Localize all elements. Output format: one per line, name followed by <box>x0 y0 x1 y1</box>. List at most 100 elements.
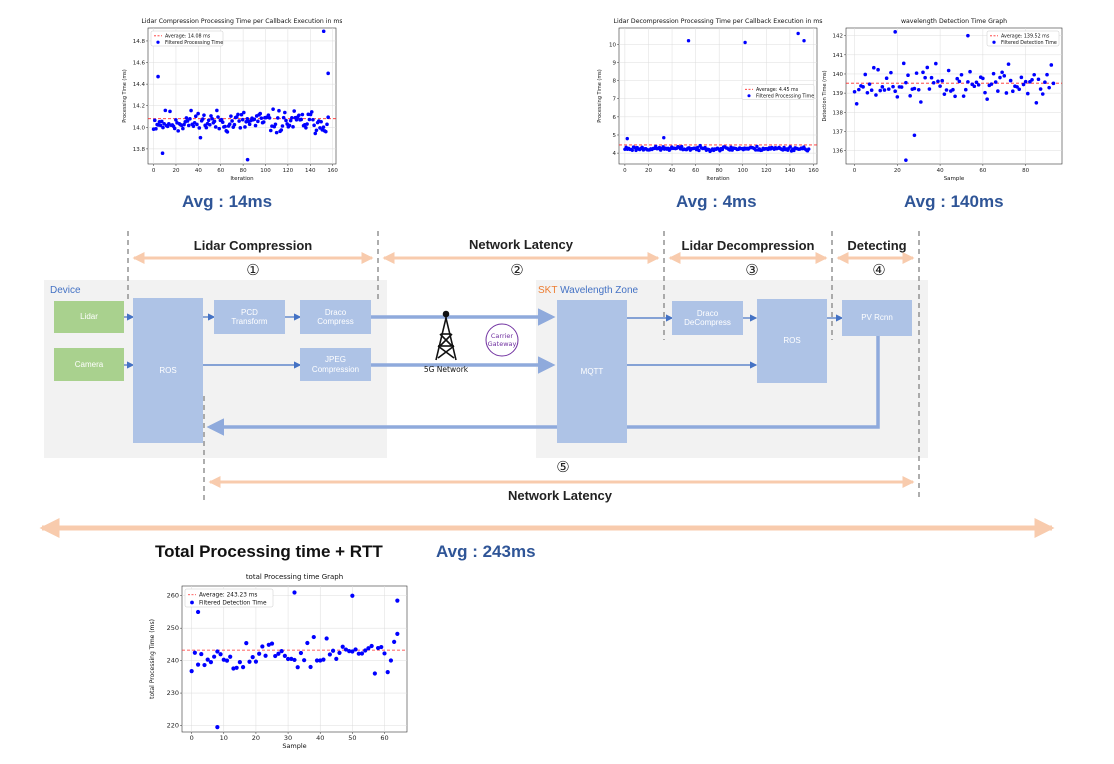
data-point <box>290 116 294 120</box>
data-point <box>983 90 987 95</box>
data-point <box>996 89 1000 93</box>
data-point <box>181 126 185 131</box>
data-point <box>959 73 964 77</box>
data-point <box>957 79 962 84</box>
data-point <box>388 658 394 663</box>
data-point <box>152 118 157 123</box>
chart-title: Lidar Compression Processing Time per Ca… <box>141 18 342 25</box>
network-label: 5G Network <box>424 365 469 374</box>
y-tick-label: 14.8 <box>133 39 146 45</box>
x-tick-label: 160 <box>327 168 338 174</box>
data-point <box>337 650 342 655</box>
x-tick-label: 60 <box>380 734 388 742</box>
data-point <box>213 125 218 129</box>
data-point <box>788 145 792 149</box>
data-point <box>925 65 930 70</box>
data-point <box>998 75 1002 80</box>
x-tick-label: 40 <box>669 168 676 174</box>
data-point <box>300 112 305 117</box>
data-point <box>325 122 329 127</box>
data-point <box>884 76 889 80</box>
data-point <box>1047 85 1051 90</box>
data-point <box>1038 87 1043 91</box>
data-point <box>156 74 160 79</box>
data-point <box>276 651 281 656</box>
phase-number-3: ③ <box>745 261 759 279</box>
data-point <box>625 136 629 141</box>
data-point <box>633 145 637 150</box>
x-tick-label: 160 <box>808 168 819 174</box>
data-point <box>282 653 287 658</box>
data-point <box>854 101 859 106</box>
data-point <box>630 148 634 153</box>
legend-box <box>741 84 815 100</box>
data-point <box>353 647 358 652</box>
data-point <box>951 87 955 92</box>
data-point <box>208 660 214 665</box>
data-point <box>292 657 297 663</box>
data-point <box>343 647 349 652</box>
data-point <box>210 116 214 121</box>
phase-number-2: ② <box>510 261 524 279</box>
data-point <box>904 80 908 85</box>
data-point <box>199 651 204 657</box>
legend-points-label: Filtered Detection Time <box>199 600 267 606</box>
data-point <box>936 79 940 84</box>
data-point <box>972 84 977 89</box>
data-point <box>201 117 205 121</box>
data-point <box>188 117 192 121</box>
data-point <box>279 128 284 132</box>
x-axis-label: Iteration <box>706 176 730 182</box>
data-point <box>1036 77 1041 82</box>
data-point <box>946 68 951 73</box>
data-point <box>240 117 245 122</box>
y-tick-label: 137 <box>833 129 844 135</box>
y-tick-label: 14.2 <box>133 104 145 110</box>
y-tick-label: 9 <box>613 60 617 66</box>
x-tick-label: 60 <box>692 168 699 174</box>
legend-average-label: Average: 4.45 ms <box>756 87 799 93</box>
data-point <box>882 88 887 92</box>
avg-total: Avg : 243ms <box>436 542 536 561</box>
data-point <box>1049 63 1054 67</box>
data-point <box>196 111 200 116</box>
data-point <box>305 122 309 126</box>
total-processing-chart: 0 10 20 30 40 50 60 220 230 240 250 260 total Proces… <box>149 573 408 750</box>
data-point <box>321 657 326 662</box>
data-point <box>269 641 275 646</box>
x-tick-label: 100 <box>738 168 749 174</box>
data-point <box>205 657 210 662</box>
data-point <box>221 657 226 662</box>
data-point <box>974 80 979 85</box>
legend-points-marker <box>747 94 751 98</box>
data-point <box>273 122 278 127</box>
data-point <box>295 665 300 670</box>
data-point <box>268 128 273 133</box>
y-tick-label: 136 <box>833 149 844 155</box>
data-point <box>227 122 232 127</box>
data-point <box>215 649 220 654</box>
data-point <box>307 117 312 122</box>
x-tick-label: 50 <box>348 734 356 742</box>
legend-box <box>150 30 224 47</box>
data-point <box>271 107 275 111</box>
data-point <box>229 114 233 118</box>
data-point <box>215 108 219 113</box>
x-tick-label: 80 <box>1022 168 1029 174</box>
data-point <box>260 644 265 649</box>
avg-detection: Avg : 140ms <box>904 192 1004 211</box>
data-point <box>258 111 263 116</box>
data-point <box>284 118 288 123</box>
data-point <box>244 641 249 646</box>
y-tick-label: 10 <box>609 42 616 48</box>
data-point <box>223 124 227 129</box>
data-point <box>237 119 241 123</box>
data-point <box>245 157 250 162</box>
data-point <box>285 656 291 662</box>
plot-area <box>147 27 337 165</box>
x-tick-label: 20 <box>172 168 179 174</box>
data-point <box>224 658 230 663</box>
data-point <box>1045 72 1049 77</box>
data-point <box>966 80 970 84</box>
